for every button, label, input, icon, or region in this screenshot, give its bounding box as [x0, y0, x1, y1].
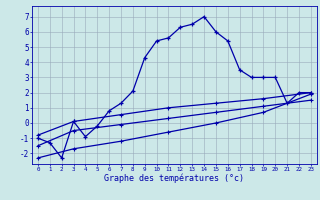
X-axis label: Graphe des températures (°c): Graphe des températures (°c) — [104, 174, 244, 183]
